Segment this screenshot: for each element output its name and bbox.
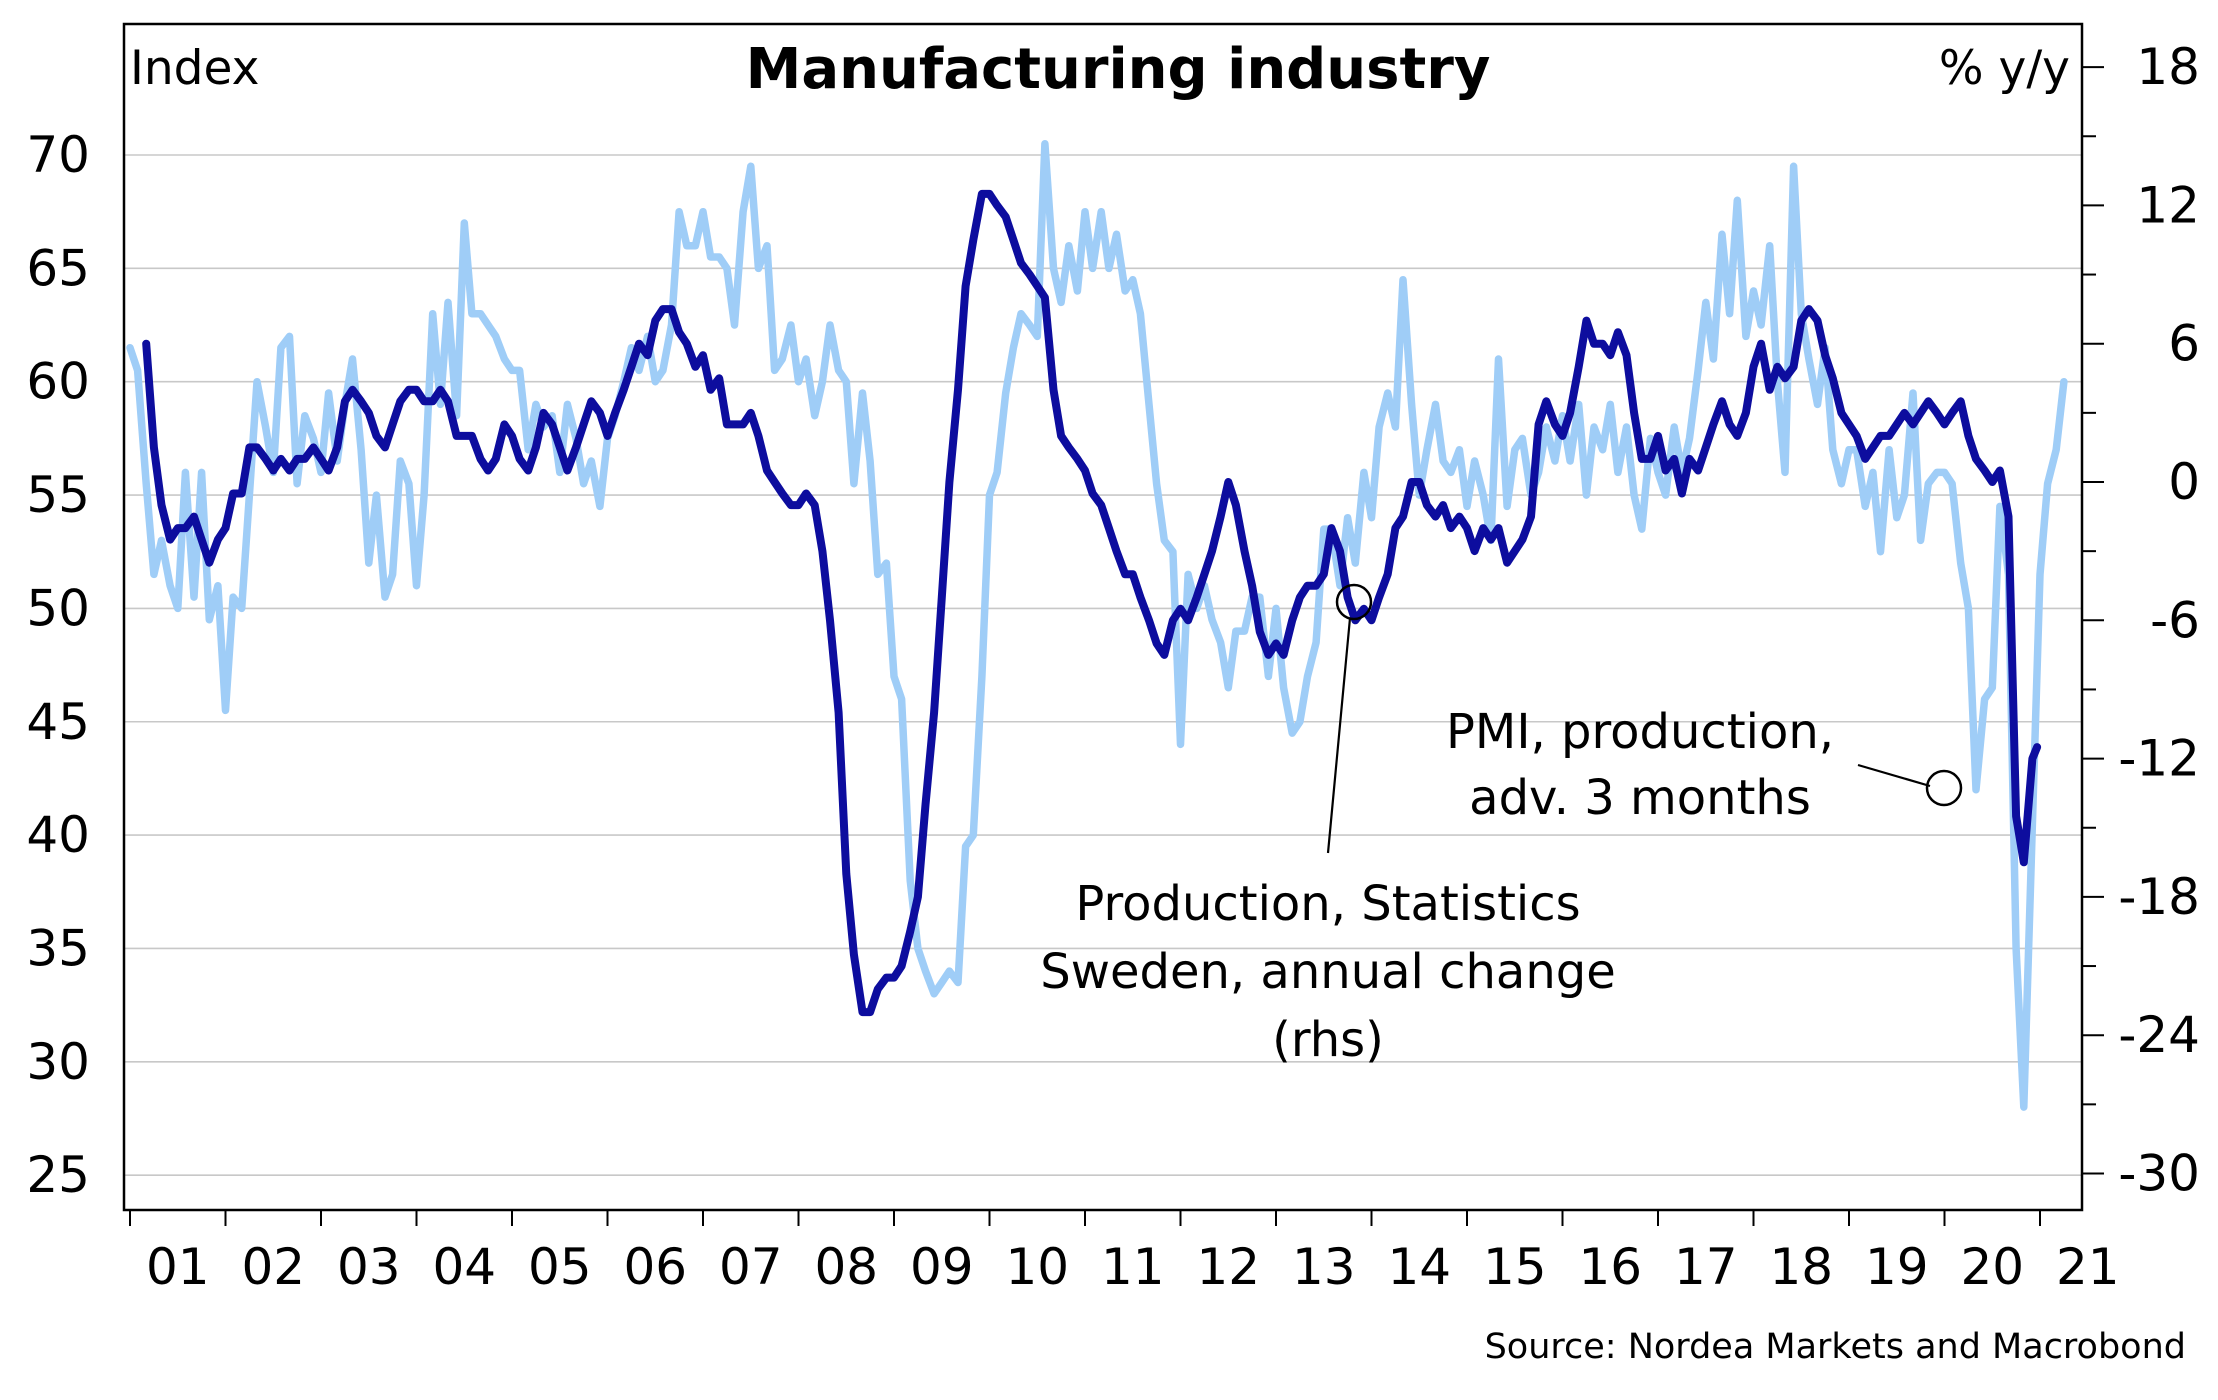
right-tick-label: 0 bbox=[2168, 453, 2200, 511]
right-tick-label: -12 bbox=[2118, 730, 2200, 788]
left-tick-label: 65 bbox=[26, 239, 90, 297]
annotation-production-line-2: Sweden, annual change bbox=[1040, 944, 1616, 1000]
x-tick-label: 21 bbox=[2056, 1238, 2120, 1296]
x-tick-label: 01 bbox=[146, 1238, 210, 1296]
x-tick-label: 16 bbox=[1578, 1238, 1642, 1296]
x-tick-label: 18 bbox=[1769, 1238, 1833, 1296]
right-axis-unit: % y/y bbox=[1939, 41, 2070, 96]
right-tick-label: 12 bbox=[2136, 176, 2200, 234]
left-tick-label: 50 bbox=[26, 579, 90, 637]
x-tick-label: 07 bbox=[719, 1238, 783, 1296]
x-tick-label: 13 bbox=[1292, 1238, 1356, 1296]
x-tick-label: 09 bbox=[910, 1238, 974, 1296]
right-tick-label: -30 bbox=[2118, 1145, 2200, 1203]
annotation-pmi-marker bbox=[1925, 769, 1963, 807]
annotation-production-leader bbox=[1326, 617, 1352, 854]
x-tick-label: 10 bbox=[1005, 1238, 1069, 1296]
x-tick-label: 03 bbox=[337, 1238, 401, 1296]
annotation-pmi-leader bbox=[1857, 763, 1931, 788]
x-tick-label: 11 bbox=[1101, 1238, 1165, 1296]
x-axis-ticks: 01 02 03 04 05 06 07 08 09 10 11 12 13 14 15 16 17 18 19 20… bbox=[129, 1210, 2120, 1296]
left-tick-label: 40 bbox=[26, 806, 90, 864]
x-tick-label: 05 bbox=[528, 1238, 592, 1296]
left-tick-label: 70 bbox=[26, 126, 90, 184]
left-tick-label: 45 bbox=[26, 693, 90, 751]
annotation-production-line-3: (rhs) bbox=[1272, 1012, 1384, 1068]
plot-frame bbox=[122, 22, 2084, 1212]
x-tick-label: 06 bbox=[623, 1238, 687, 1296]
x-tick-label: 15 bbox=[1483, 1238, 1547, 1296]
x-tick-label: 17 bbox=[1674, 1238, 1738, 1296]
x-tick-label: 19 bbox=[1865, 1238, 1929, 1296]
x-tick-label: 04 bbox=[432, 1238, 496, 1296]
left-axis-ticks: 25 30 35 40 45 50 55 60 65 70 bbox=[26, 126, 90, 1204]
x-tick-label: 12 bbox=[1196, 1238, 1260, 1296]
chart-title: Manufacturing industry bbox=[746, 37, 1491, 102]
left-tick-label: 25 bbox=[26, 1146, 90, 1204]
x-tick-label: 08 bbox=[814, 1238, 878, 1296]
x-tick-label: 14 bbox=[1387, 1238, 1451, 1296]
series-pmi-line bbox=[126, 139, 2068, 1111]
annotation-pmi: PMI, production, adv. 3 months bbox=[1446, 704, 1963, 826]
source-note: Source: Nordea Markets and Macrobond bbox=[1485, 1327, 2186, 1367]
x-tick-label: 20 bbox=[1960, 1238, 2024, 1296]
right-tick-label: 18 bbox=[2136, 38, 2200, 96]
series-layer bbox=[126, 139, 2068, 1111]
right-tick-label: 6 bbox=[2168, 315, 2200, 373]
left-tick-label: 30 bbox=[26, 1033, 90, 1091]
right-tick-label: -24 bbox=[2118, 1006, 2200, 1064]
annotation-pmi-line-2: adv. 3 months bbox=[1469, 770, 1811, 826]
x-tick-label: 02 bbox=[241, 1238, 305, 1296]
annotation-production: Production, Statistics Sweden, annual ch… bbox=[1040, 583, 1616, 1068]
right-tick-label: -18 bbox=[2118, 868, 2200, 926]
left-tick-label: 35 bbox=[26, 919, 90, 977]
annotation-production-line-1: Production, Statistics bbox=[1075, 876, 1580, 932]
annotation-production-marker bbox=[1335, 583, 1373, 621]
left-tick-label: 55 bbox=[26, 466, 90, 524]
annotation-pmi-line-1: PMI, production, bbox=[1446, 704, 1834, 760]
left-axis-unit: Index bbox=[130, 41, 259, 96]
series-production-line bbox=[142, 189, 2042, 1017]
right-axis-ticks: -30 -24 -18 -12 -6 0 6 12 18 bbox=[2082, 38, 2200, 1203]
right-tick-label: -6 bbox=[2150, 591, 2200, 649]
left-tick-label: 60 bbox=[26, 353, 90, 411]
